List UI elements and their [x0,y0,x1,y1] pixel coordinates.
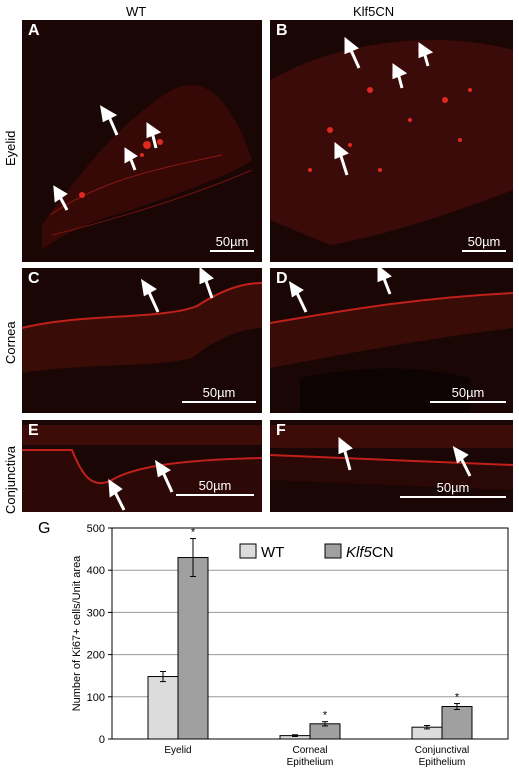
micrograph-panel-a: A 50µm [22,20,262,262]
scale-line-d [430,401,506,403]
scale-label-a: 50µm [215,234,249,249]
scale-bar-e: 50µm [176,478,254,496]
y-tick-label: 200 [87,650,105,662]
column-header-wt: WT [126,4,147,19]
scale-line-b [462,250,506,252]
y-tick-label: 0 [99,734,105,746]
significance-star: * [323,710,328,722]
tissue-image-a [42,85,253,250]
y-tick-label: 500 [87,523,105,535]
scale-bar-c: 50µm [182,385,256,403]
scale-bar-f: 50µm [400,480,506,498]
micrograph-panel-b: B 50µm [270,20,513,262]
x-category-label: Epithelium [419,757,466,768]
tissue-image-e [22,425,262,512]
legend-swatch [324,543,342,559]
column-header-klf5cn: Klf5CN [353,4,395,19]
significance-star: * [191,527,196,539]
scale-bar-d: 50µm [430,385,506,403]
bar [177,557,209,740]
ki67-bar-chart: 0 100 200 300 400 500 Number of Ki67+ cells/Un… [71,523,509,768]
scale-line-e [176,494,254,496]
row-header-cornea: Cornea [3,321,18,364]
significance-star: * [455,692,460,704]
row-header-conjunctiva: Conjunctiva [3,446,18,514]
scale-label-b: 50µm [467,234,501,249]
tissue-image-d [270,268,513,413]
scale-label-e: 50µm [198,478,232,493]
micrograph-panel-e: E 50µm [22,420,262,512]
legend-label: Klf5CN [346,544,394,561]
tissue-image-c [22,268,262,373]
row-header-eyelid: Eyelid [3,130,18,166]
panel-letter-g: G [38,520,51,537]
panel-letter-b: B [276,22,288,39]
panel-letter-e: E [28,422,39,439]
y-tick-label: 400 [87,565,105,577]
tissue-image-b [270,36,513,245]
micrograph-panel-d: D 50µm [270,268,513,413]
bar [441,706,473,740]
tissue-image-f [270,425,513,490]
scale-bar-a: 50µm [210,234,254,252]
bar [147,676,179,740]
panel-letter-f: F [276,422,286,439]
scale-line-c [182,401,256,403]
y-tick-label: 100 [87,692,105,704]
panel-letter-d: D [276,270,288,287]
x-category-label: Corneal [292,745,327,756]
panel-letter-c: C [28,270,40,287]
scale-label-f: 50µm [436,480,470,495]
y-tick-label: 300 [87,607,105,619]
x-category-label: Conjunctival [415,745,469,756]
x-category-label: Eyelid [164,745,191,756]
scale-label-d: 50µm [451,385,485,400]
legend-swatch [239,543,257,559]
scale-bar-b: 50µm [462,234,506,252]
scale-label-c: 50µm [202,385,236,400]
panel-letter-a: A [28,22,40,39]
scale-line-a [210,250,254,252]
x-category-label: Epithelium [287,757,334,768]
legend-label: WT [261,544,284,561]
micrograph-panel-f: F 50µm [270,420,513,512]
micrograph-panel-c: C 50µm [22,268,262,413]
y-axis-label: Number of Ki67+ cells/Unit area [71,555,83,711]
scale-line-f [400,496,506,498]
